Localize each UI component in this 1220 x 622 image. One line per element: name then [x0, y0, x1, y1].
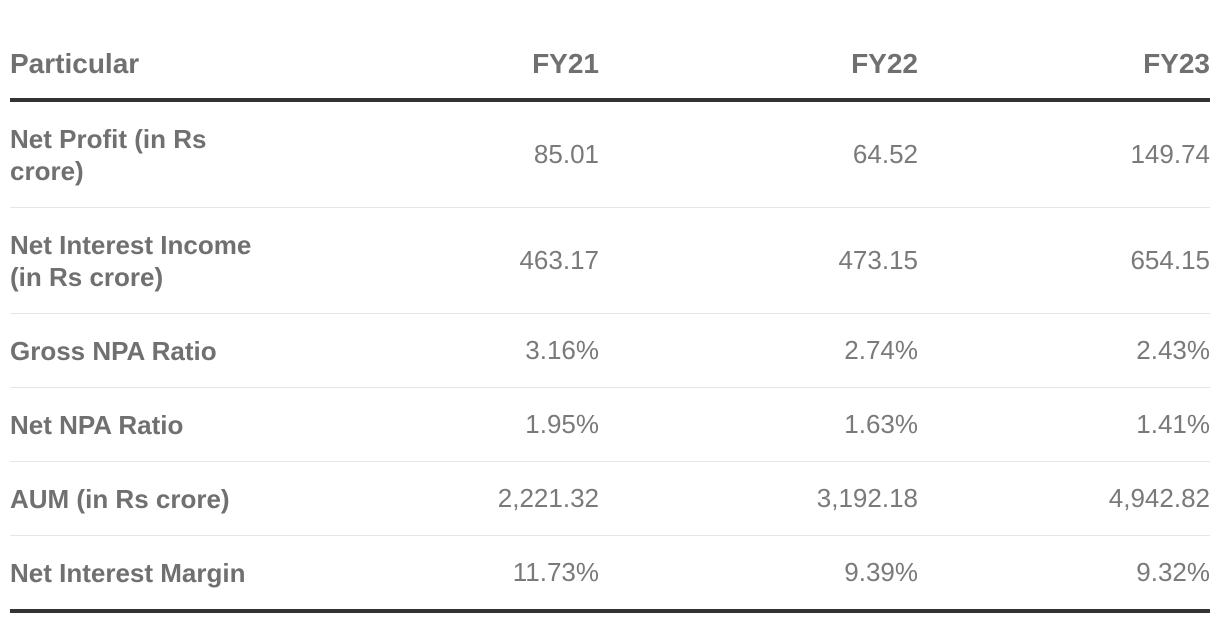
cell-fy23: 2.43% [918, 313, 1210, 388]
cell-fy22: 1.63% [599, 387, 918, 462]
cell-fy23: 4,942.82 [918, 461, 1210, 536]
table-row: Gross NPA Ratio 3.16% 2.74% 2.43% [10, 313, 1210, 388]
table-row: AUM (in Rs crore) 2,221.32 3,192.18 4,94… [10, 461, 1210, 536]
header-row: Particular FY21 FY22 FY23 [10, 30, 1210, 102]
cell-fy23: 9.32% [918, 535, 1210, 613]
cell-fy23: 149.74 [918, 100, 1210, 208]
header-particular: Particular [10, 30, 280, 102]
table-row: Net Profit (in Rs crore) 85.01 64.52 149… [10, 100, 1210, 208]
table-row: Net Interest Margin 11.73% 9.39% 9.32% [10, 535, 1210, 613]
cell-fy21: 1.95% [280, 387, 599, 462]
row-label: Gross NPA Ratio [10, 313, 280, 388]
financial-table: Particular FY21 FY22 FY23 Net Profit (in… [10, 30, 1210, 613]
cell-fy22: 9.39% [599, 535, 918, 613]
header-fy21: FY21 [280, 30, 599, 102]
row-label-text: Net Interest Income (in Rs crore) [10, 229, 252, 292]
header-fy23: FY23 [918, 30, 1210, 102]
table-row: Net Interest Income (in Rs crore) 463.17… [10, 207, 1210, 314]
row-label: Net Interest Margin [10, 535, 280, 613]
row-label: AUM (in Rs crore) [10, 461, 280, 536]
row-label: Net NPA Ratio [10, 387, 280, 462]
cell-fy22: 2.74% [599, 313, 918, 388]
header-fy22: FY22 [599, 30, 918, 102]
financial-table-container: Particular FY21 FY22 FY23 Net Profit (in… [10, 30, 1210, 613]
cell-fy21: 2,221.32 [280, 461, 599, 536]
cell-fy23: 1.41% [918, 387, 1210, 462]
cell-fy23: 654.15 [918, 207, 1210, 314]
table-row: Net NPA Ratio 1.95% 1.63% 1.41% [10, 387, 1210, 462]
row-label-text: Net Profit (in Rs crore) [10, 123, 207, 186]
cell-fy21: 85.01 [280, 100, 599, 208]
cell-fy22: 473.15 [599, 207, 918, 314]
cell-fy22: 64.52 [599, 100, 918, 208]
cell-fy22: 3,192.18 [599, 461, 918, 536]
cell-fy21: 11.73% [280, 535, 599, 613]
row-label: Net Profit (in Rs crore) [10, 100, 280, 208]
cell-fy21: 3.16% [280, 313, 599, 388]
cell-fy21: 463.17 [280, 207, 599, 314]
row-label: Net Interest Income (in Rs crore) [10, 207, 280, 314]
